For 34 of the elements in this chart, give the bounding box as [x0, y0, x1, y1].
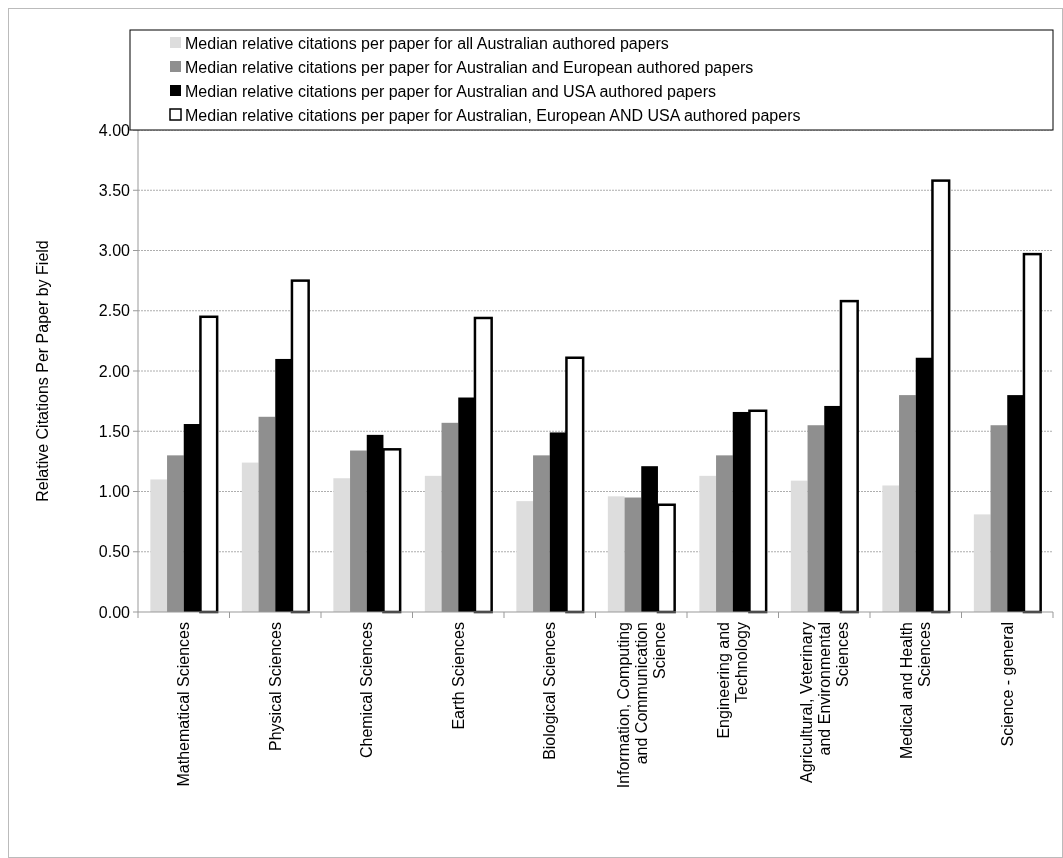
x-tick-label: Information, Computing and Communication Science [614, 621, 668, 789]
legend-label: Median relative citations per paper for all Australian authored papers [185, 34, 669, 52]
bar [973, 514, 991, 612]
bar [516, 501, 534, 612]
bar [882, 485, 900, 612]
y-tick-label: 0.50 [98, 543, 131, 561]
bar [790, 480, 808, 612]
y-tick-label: 0.00 [98, 603, 131, 621]
x-tick-label: Mathematical Sciences [175, 622, 193, 787]
y-tick-label: 2.50 [98, 302, 131, 320]
bar [699, 475, 717, 612]
x-tick-label: Chemical Sciences [358, 622, 376, 759]
legend-label: Median relative citations per paper for Australian and European authored papers [185, 58, 754, 76]
y-axis-title: Relative Citations Per Paper by Field [34, 240, 51, 502]
bar [333, 478, 351, 612]
bar [424, 475, 442, 612]
x-tick-label: Biological Sciences [541, 622, 559, 760]
y-tick-label: 4.00 [98, 121, 131, 139]
x-tick-label: Physical Sciences [266, 622, 284, 751]
y-tick-label: 1.00 [98, 483, 131, 501]
x-tick-label: Engineering and Technology [715, 622, 751, 739]
x-tick-label: Agricultural, Veterinary and Environmental Sciences [797, 622, 851, 783]
x-tick-label: Medical and Health Sciences [898, 622, 934, 759]
y-tick-label: 3.50 [98, 181, 131, 199]
legend-label: Median relative citations per paper for Australian, European AND USA authored papers [185, 106, 801, 124]
y-tick-label: 3.00 [98, 242, 131, 260]
legend-label: Median relative citations per paper for Australian and USA authored papers [185, 82, 716, 100]
y-tick-label: 2.00 [98, 362, 131, 380]
bar [607, 496, 625, 612]
x-tick-label: Science - general [998, 622, 1016, 747]
x-tick-label: Earth Sciences [449, 622, 467, 730]
y-tick-label: 1.50 [98, 422, 131, 440]
bar [241, 462, 259, 612]
bar [150, 479, 168, 612]
